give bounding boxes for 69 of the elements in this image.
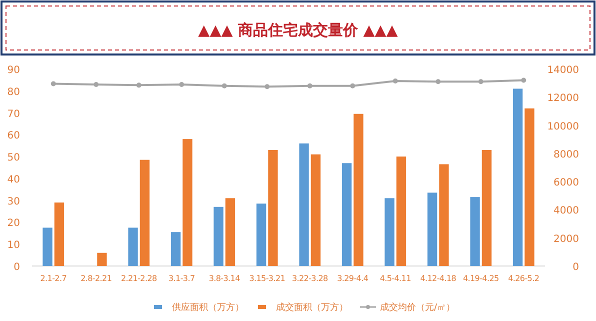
y2-tick-label: 10000: [547, 121, 579, 132]
bar: [256, 204, 266, 266]
bar: [470, 197, 480, 266]
bar: [54, 202, 64, 266]
bar: [512, 88, 523, 266]
x-tick-label: 4.5-4.11: [380, 274, 412, 283]
bar: [170, 232, 181, 266]
x-tick-label: 3.1-3.7: [168, 274, 195, 283]
legend-label: 成交均价（元/㎡）: [380, 302, 456, 313]
bar: [97, 252, 107, 266]
bar: [128, 228, 138, 266]
point: [478, 79, 484, 84]
point: [179, 82, 184, 87]
y2-tick-label: 8000: [554, 149, 579, 160]
point: [436, 79, 441, 84]
bar: [384, 198, 394, 266]
legend-label: 供应面积（万方）: [172, 302, 244, 313]
bar: [182, 139, 192, 266]
bar: [524, 108, 534, 266]
point: [94, 82, 99, 87]
y2-tick-label: 6000: [554, 178, 579, 189]
y-tick-label: 80: [7, 86, 20, 98]
legend-label: 成交面积（万方）: [276, 302, 348, 313]
y2-tick-label: 0: [572, 262, 579, 273]
y2-tick-label: 14000: [547, 65, 579, 76]
bar: [225, 198, 236, 266]
x-tick-label: 4.12-4.18: [420, 274, 456, 283]
bar: [482, 150, 492, 266]
point: [264, 84, 270, 90]
y-tick-label: 40: [7, 174, 20, 186]
x-tick-label: 3.29-4.4: [337, 274, 368, 283]
point: [136, 82, 142, 88]
y-tick-label: 30: [7, 196, 20, 208]
point: [521, 78, 526, 83]
bar: [439, 164, 449, 266]
x-tick-label: 3.15-3.21: [249, 274, 286, 283]
y-tick-label: 10: [7, 240, 20, 252]
bar: [268, 150, 278, 266]
bar: [42, 228, 52, 266]
bar: [342, 163, 352, 266]
x-tick-label: 2.1-2.7: [40, 274, 67, 283]
point: [307, 83, 312, 88]
x-tick-label: 2.21-2.28: [120, 274, 157, 283]
y2-tick-label: 12000: [547, 93, 579, 104]
bar: [396, 156, 406, 266]
x-tick-label: 3.8-3.14: [208, 274, 240, 283]
y2-tick-label: 4000: [554, 206, 579, 217]
point: [222, 83, 227, 88]
x-tick-label: 4.26-5.2: [508, 274, 540, 283]
x-tick-label: 2.8-2.21: [80, 274, 112, 283]
bar: [140, 160, 150, 266]
bar: [354, 114, 364, 266]
bar: [310, 154, 321, 266]
y-tick-label: 20: [7, 218, 20, 230]
y-tick-label: 70: [7, 108, 20, 120]
y2-tick-label: 2000: [554, 234, 579, 245]
bar: [427, 192, 438, 266]
point: [350, 83, 356, 88]
y-tick-label: 60: [7, 130, 20, 142]
bar: [299, 143, 309, 266]
point: [392, 78, 398, 84]
x-tick-label: 3.22-3.28: [292, 274, 328, 283]
point: [50, 81, 56, 86]
bar: [214, 206, 224, 266]
y-tick-label: 0: [14, 262, 20, 273]
y-tick-label: 90: [7, 65, 20, 76]
x-tick-label: 4.19-4.25: [462, 274, 499, 283]
chart-title: ▲▲▲ 商品住宅成交量价 ▲▲▲: [198, 21, 398, 39]
y-tick-label: 50: [7, 152, 20, 164]
